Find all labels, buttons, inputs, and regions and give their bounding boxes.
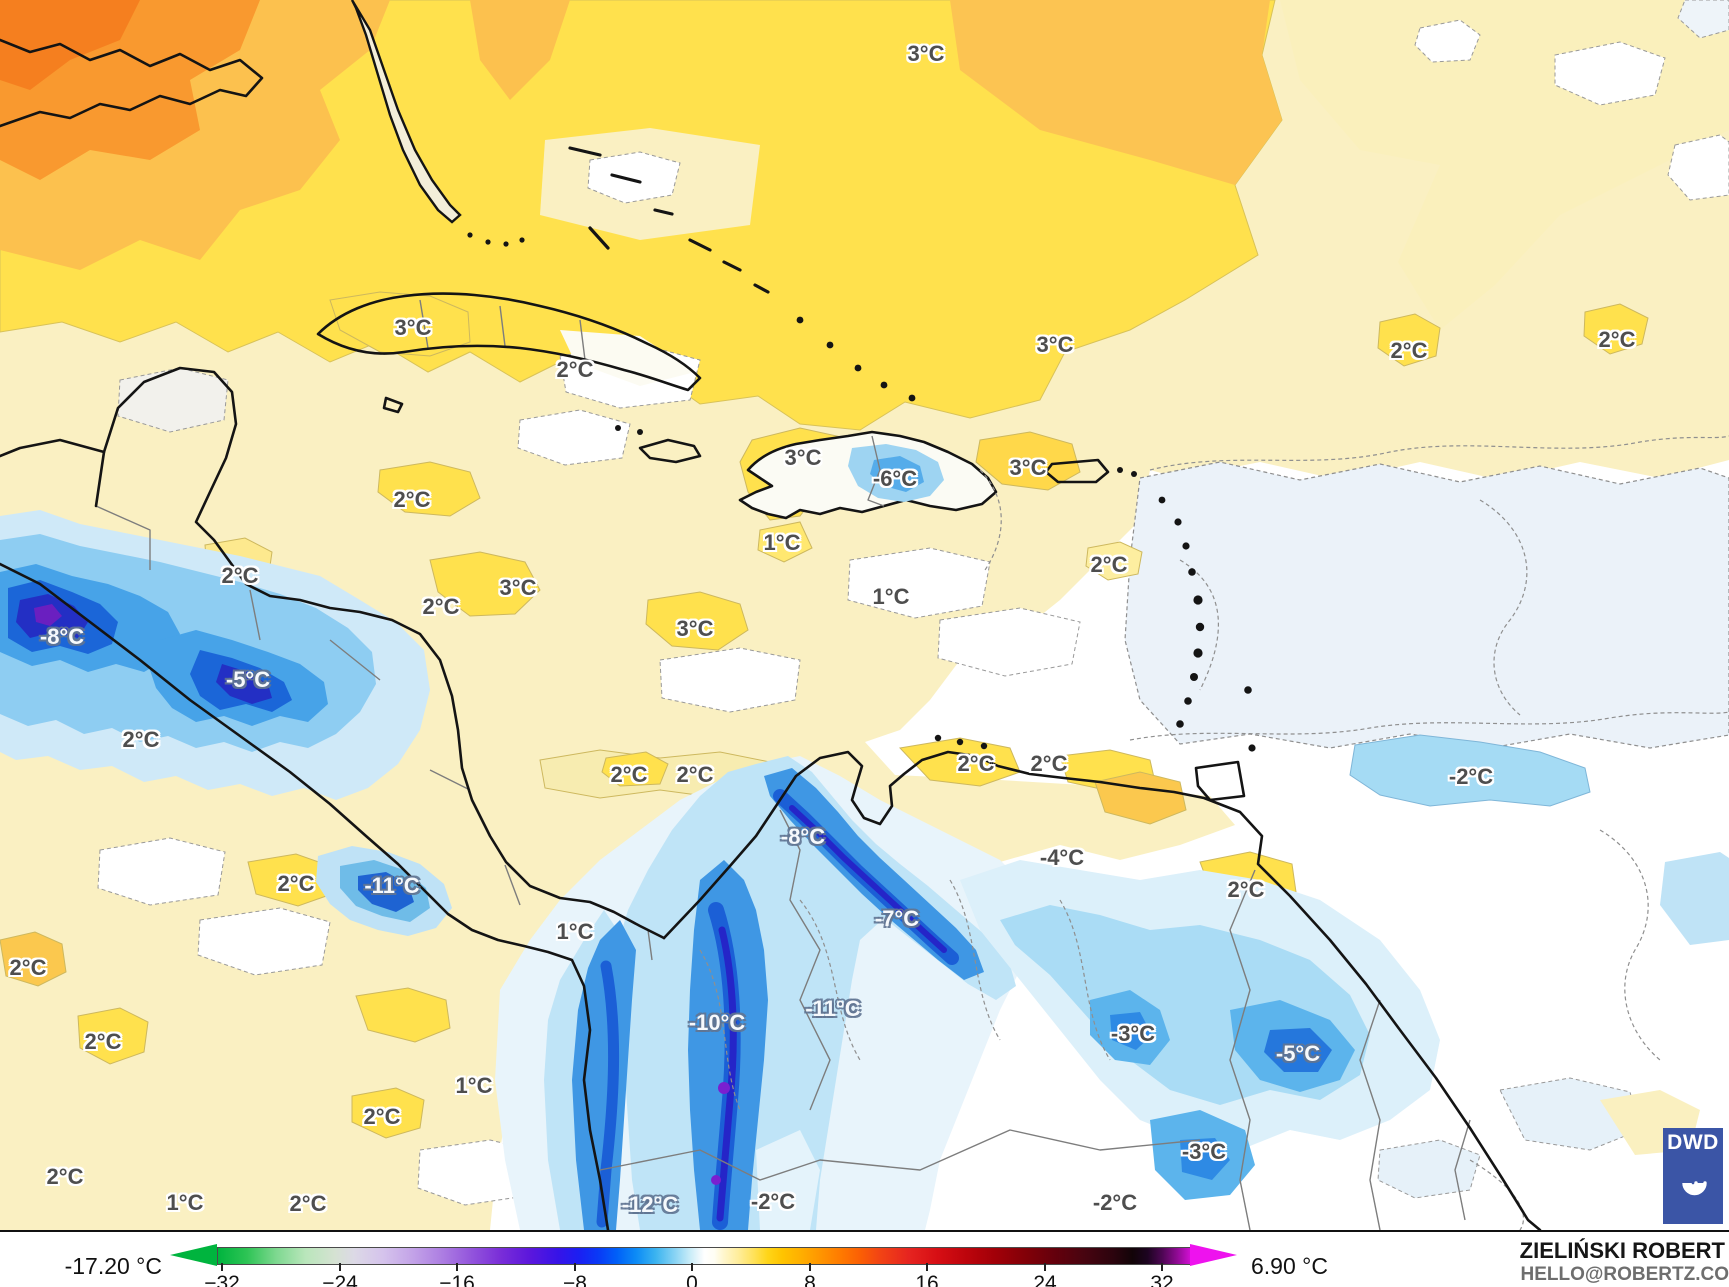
temp-label: -12°C — [621, 1192, 679, 1217]
temp-label: -2°C — [1092, 1190, 1138, 1215]
temp-label: 3°C — [784, 445, 822, 470]
temp-label: 2°C — [957, 751, 995, 776]
scale-tick-mark — [809, 1263, 811, 1271]
temp-label: -11°C — [805, 996, 861, 1021]
scale-tick-label: 32 — [1150, 1272, 1174, 1287]
temp-label: 2°C — [1598, 327, 1636, 352]
temp-label: -11°C — [364, 873, 420, 898]
temp-label: -6°C — [872, 466, 918, 491]
temp-label: 1°C — [455, 1073, 493, 1098]
temp-label: 2°C — [289, 1191, 327, 1216]
temperature-anomaly-map: 3°C 3°C 2°C 2°C 3°C 2°C 2°C 3°C -6°C 3°C 1°C 2°C 2°C… — [0, 0, 1729, 1232]
temp-label: -8°C — [780, 824, 826, 849]
scale-tick-label: 24 — [1033, 1272, 1057, 1287]
scale-tick-label: −8 — [563, 1272, 587, 1287]
dwd-logo: DWD — [1663, 1128, 1723, 1224]
temp-label: 2°C — [1390, 338, 1428, 363]
temp-label: 3°C — [1009, 455, 1047, 480]
scale-tick-label: 8 — [804, 1272, 816, 1287]
map-canvas — [0, 0, 1729, 1230]
temp-label: 3°C — [676, 616, 714, 641]
temp-label: 1°C — [556, 919, 594, 944]
temp-label: -2°C — [1448, 764, 1494, 789]
temp-label: 2°C — [422, 594, 460, 619]
scale-tick-label: 0 — [686, 1272, 698, 1287]
scale-tick-mark — [926, 1263, 928, 1271]
scale-tick-mark — [574, 1263, 576, 1271]
temp-label: 2°C — [393, 487, 431, 512]
temp-label: -3°C — [1110, 1021, 1156, 1046]
scale-right-arrow — [1190, 1244, 1237, 1266]
temp-label: -7°C — [874, 906, 920, 931]
scale-tick-label: 16 — [915, 1272, 939, 1287]
temp-label: -2°C — [750, 1189, 796, 1214]
temp-label: 2°C — [46, 1164, 84, 1189]
temp-label: -4°C — [1039, 845, 1085, 870]
scale-tick-mark — [691, 1263, 693, 1271]
scale-tick-mark — [1161, 1263, 1163, 1271]
temp-label: 3°C — [499, 575, 537, 600]
temp-label: 2°C — [122, 727, 160, 752]
footer: -17.20 °C −32 −24 −16 −8 0 8 16 24 32 6.90 °C ZI… — [0, 1232, 1729, 1287]
scale-tick-mark — [1044, 1263, 1046, 1271]
scale-tick-mark — [339, 1263, 341, 1271]
scale-tick-mark — [221, 1263, 223, 1271]
temp-label: 2°C — [221, 563, 259, 588]
attribution-contact: HELLO@ROBERTZ.CO — [1520, 1264, 1729, 1285]
temp-label: 2°C — [277, 871, 315, 896]
temp-label: 3°C — [907, 41, 945, 66]
temp-label: -3°C — [1181, 1139, 1227, 1164]
scale-left-arrow — [170, 1244, 217, 1266]
dwd-logo-text: DWD — [1667, 1131, 1719, 1154]
temp-label: -8°C — [39, 624, 85, 649]
temp-label: 2°C — [1227, 877, 1265, 902]
temp-label: 1°C — [872, 584, 910, 609]
temp-label: 2°C — [676, 762, 714, 787]
temp-label: 2°C — [610, 762, 648, 787]
temp-label: 2°C — [9, 955, 47, 980]
temp-label: 1°C — [763, 530, 801, 555]
attribution-name: ZIELIŃSKI ROBERT — [1519, 1238, 1725, 1263]
scale-tick-label: −16 — [439, 1272, 475, 1287]
temp-label: 3°C — [394, 315, 432, 340]
temp-label: 2°C — [363, 1104, 401, 1129]
temp-label: 1°C — [166, 1190, 204, 1215]
scale-min-value: -17.20 °C — [64, 1253, 162, 1279]
dwd-spiral-icon — [1682, 1181, 1707, 1196]
temp-label: 2°C — [1030, 751, 1068, 776]
scale-tick-label: −32 — [204, 1272, 240, 1287]
scale-tick-label: −24 — [322, 1272, 358, 1287]
temp-label: 2°C — [84, 1029, 122, 1054]
temp-label: 2°C — [1090, 552, 1128, 577]
scale-max-value: 6.90 °C — [1251, 1253, 1328, 1279]
temp-label: -5°C — [1275, 1041, 1321, 1066]
temp-label: -10°C — [688, 1010, 746, 1035]
temp-label: -5°C — [225, 667, 271, 692]
temp-label: 3°C — [1036, 332, 1074, 357]
scale-tick-mark — [456, 1263, 458, 1271]
temp-label: 2°C — [556, 357, 594, 382]
